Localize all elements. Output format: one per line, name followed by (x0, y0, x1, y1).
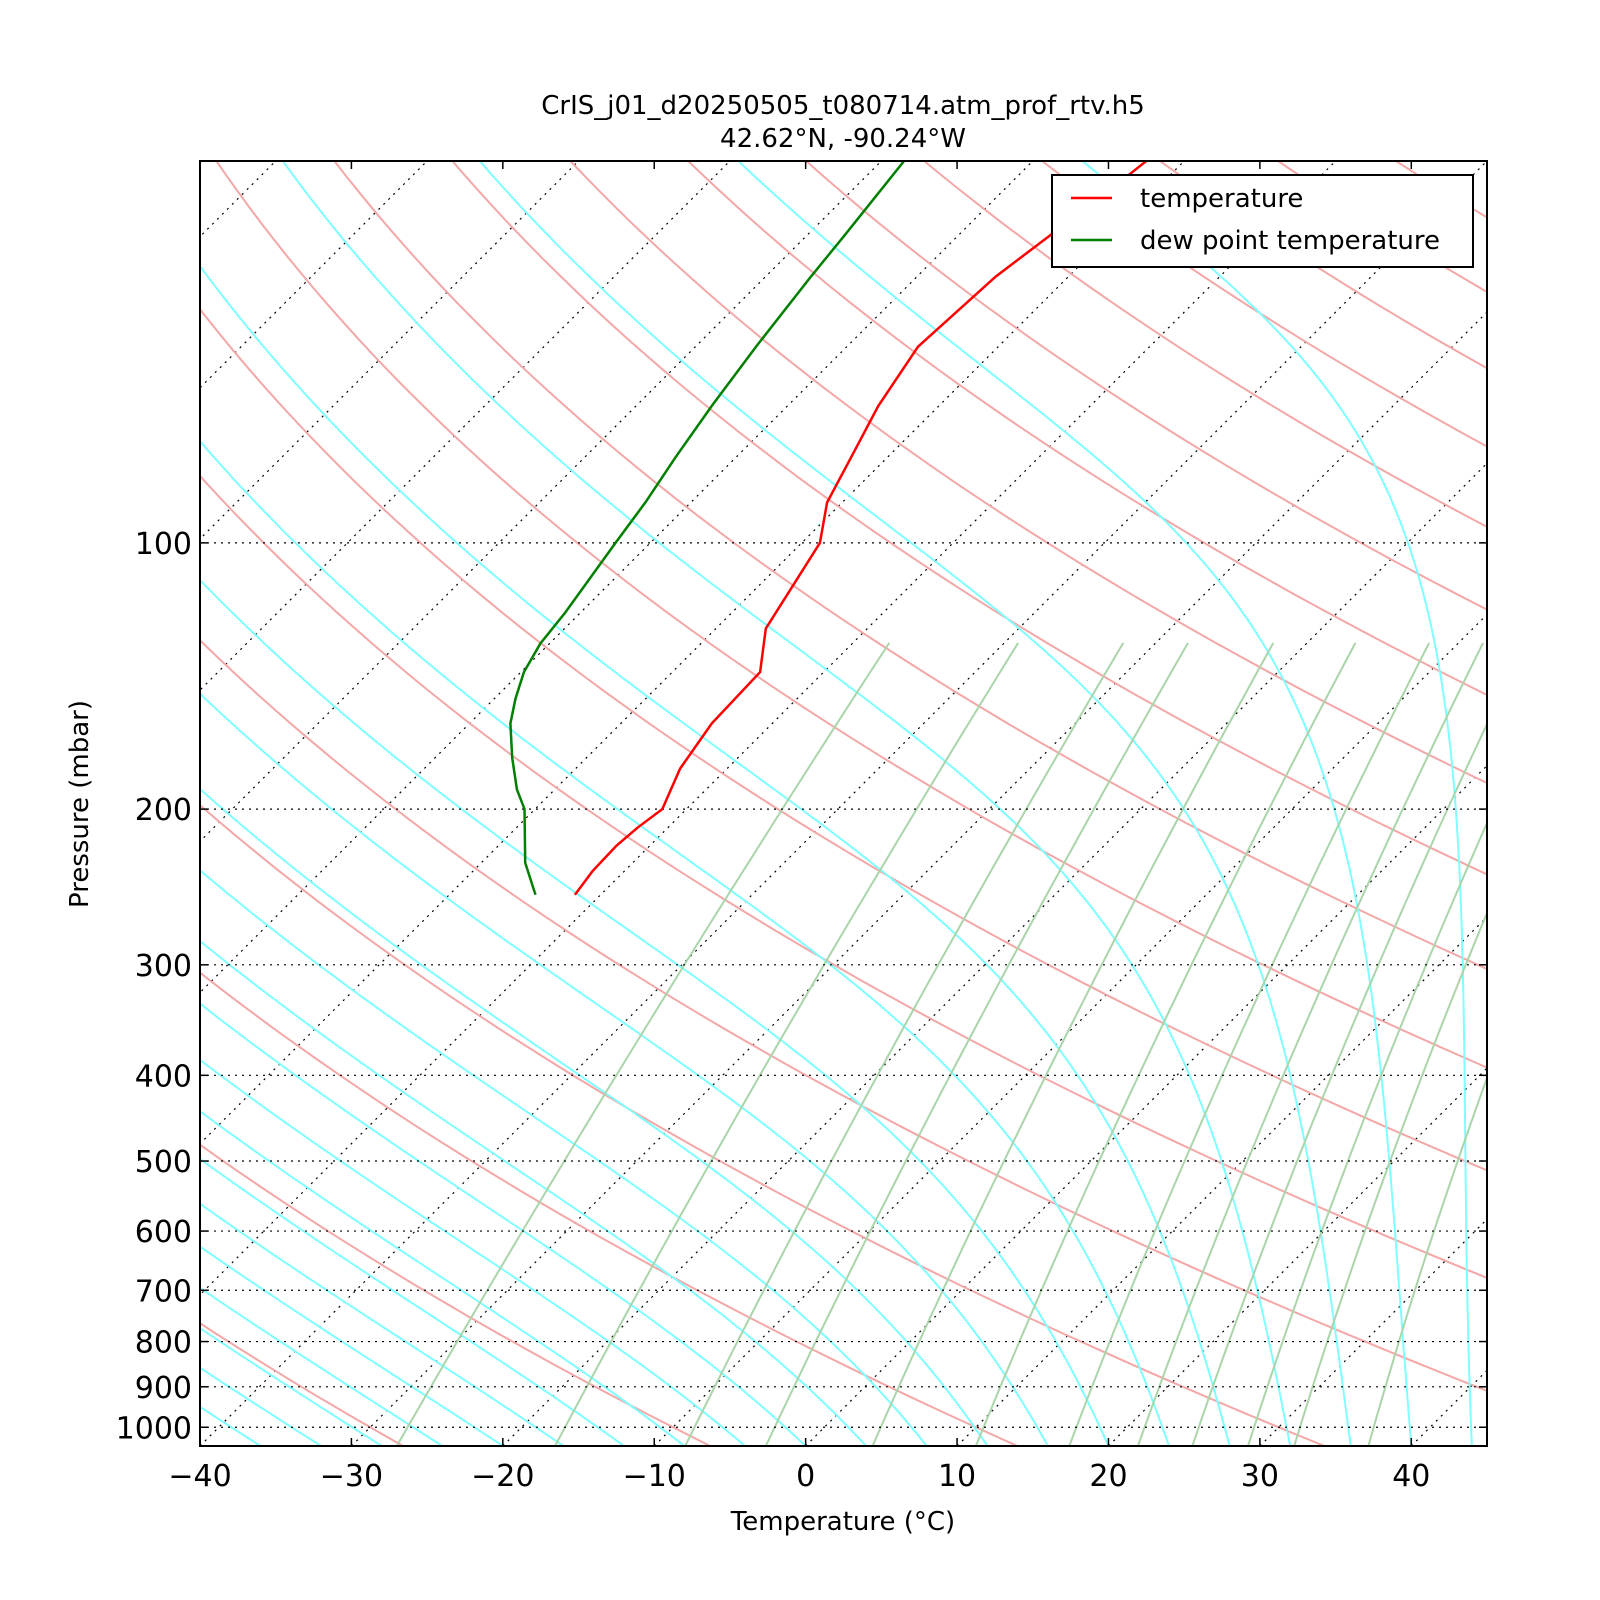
moist-adiabat-line (200, 787, 989, 1446)
pressure-gridlines (200, 542, 1487, 1428)
temperature-line (573, 161, 1148, 896)
moist-adiabat-line (200, 1245, 504, 1446)
y-tick-label: 500 (135, 1145, 192, 1180)
moist-adiabat-line (200, 1157, 625, 1446)
mixing-ratio-line (1136, 642, 1484, 1446)
moist-adiabat-line (200, 939, 867, 1446)
moist-adiabat-line (1081, 161, 1473, 1446)
x-tick-label: 30 (1241, 1459, 1279, 1494)
mixing-ratio-line (871, 642, 1275, 1446)
legend: temperature dew point temperature (1051, 174, 1474, 268)
x-tick-label: −30 (320, 1459, 383, 1494)
moist-adiabat-line (200, 1002, 807, 1446)
dry-adiabat-line (687, 161, 1487, 697)
mixing-ratio-line (974, 642, 1357, 1446)
mixing-ratio-line (1293, 910, 1487, 1446)
mixing-ratio-line (554, 642, 1019, 1446)
dry-adiabat-line (200, 1143, 711, 1446)
moist-adiabat-line (737, 161, 1413, 1446)
plot-area (200, 161, 1487, 1446)
dry-adiabat-line (805, 161, 1487, 611)
x-tick-label: 40 (1392, 1459, 1430, 1494)
y-tick-label: 600 (135, 1215, 192, 1250)
legend-label-dew-point: dew point temperature (1140, 226, 1440, 256)
plot-frame (199, 160, 1488, 1447)
dry-adiabat-line (215, 161, 1487, 1069)
mixing-ratio-line (395, 642, 891, 1446)
x-tick-label: 0 (796, 1459, 815, 1494)
dry-adiabat-line (451, 161, 1487, 876)
dry-adiabat-line (200, 307, 1487, 1172)
legend-box (1051, 174, 1474, 268)
x-tick-label: 20 (1089, 1459, 1127, 1494)
moist-adiabat-line (200, 1058, 746, 1446)
y-tick-label: 300 (135, 949, 192, 984)
moist-adiabat-line (200, 1326, 383, 1446)
dry-adiabat-line (200, 803, 1325, 1446)
moist-adiabat-line (200, 1286, 443, 1446)
y-tick-label: 400 (135, 1059, 192, 1094)
mixing-ratio-line (1191, 721, 1487, 1446)
moist-adiabat-line (200, 1110, 686, 1446)
moist-adiabat-line (200, 692, 1049, 1446)
moist-adiabat-line (200, 1202, 564, 1446)
chart-title: CrIS_j01_d20250505_t080714.atm_prof_rtv.… (541, 91, 1145, 121)
y-tick-label: 900 (135, 1371, 192, 1406)
dry-adiabat-line (333, 161, 1487, 971)
dry-adiabat-line (923, 161, 1487, 528)
background-lines (200, 161, 1487, 1446)
y-tick-label: 200 (135, 793, 192, 828)
mixing-ratio-line (1068, 642, 1430, 1446)
x-tick-label: −10 (623, 1459, 686, 1494)
y-tick-label: 800 (135, 1326, 192, 1361)
y-tick-label: 100 (135, 527, 192, 562)
y-tick-label: 1000 (116, 1411, 192, 1446)
dew-point-line (509, 161, 906, 896)
moist-adiabat-line (200, 869, 928, 1446)
dry-adiabat-line (569, 161, 1487, 785)
chart-subtitle: 42.62°N, -90.24°W (720, 124, 966, 154)
mixing-ratio-line (684, 642, 1125, 1446)
moist-adiabat-line (281, 161, 1292, 1446)
dry-adiabat-line (200, 971, 1018, 1446)
dry-adiabat-line (1041, 161, 1487, 448)
mixing-ratio-line (764, 642, 1189, 1446)
x-axis-label: Temperature (°C) (730, 1507, 955, 1537)
legend-label-temperature: temperature (1140, 184, 1303, 214)
x-tick-label: 10 (938, 1459, 976, 1494)
moist-adiabat-line (200, 264, 1231, 1446)
x-tick-label: −40 (168, 1459, 231, 1494)
moist-adiabat-line (200, 439, 1170, 1446)
data-series (509, 161, 1148, 896)
y-axis-label: Pressure (mbar) (65, 700, 95, 908)
mixing-ratio-line (1247, 820, 1487, 1446)
x-tick-label: −20 (471, 1459, 534, 1494)
dry-adiabat-line (200, 638, 1487, 1392)
y-tick-label: 700 (135, 1274, 192, 1309)
mixing-ratio-line (1367, 1075, 1487, 1446)
moist-adiabat-line (200, 578, 1110, 1446)
dry-adiabat-line (200, 474, 1487, 1279)
